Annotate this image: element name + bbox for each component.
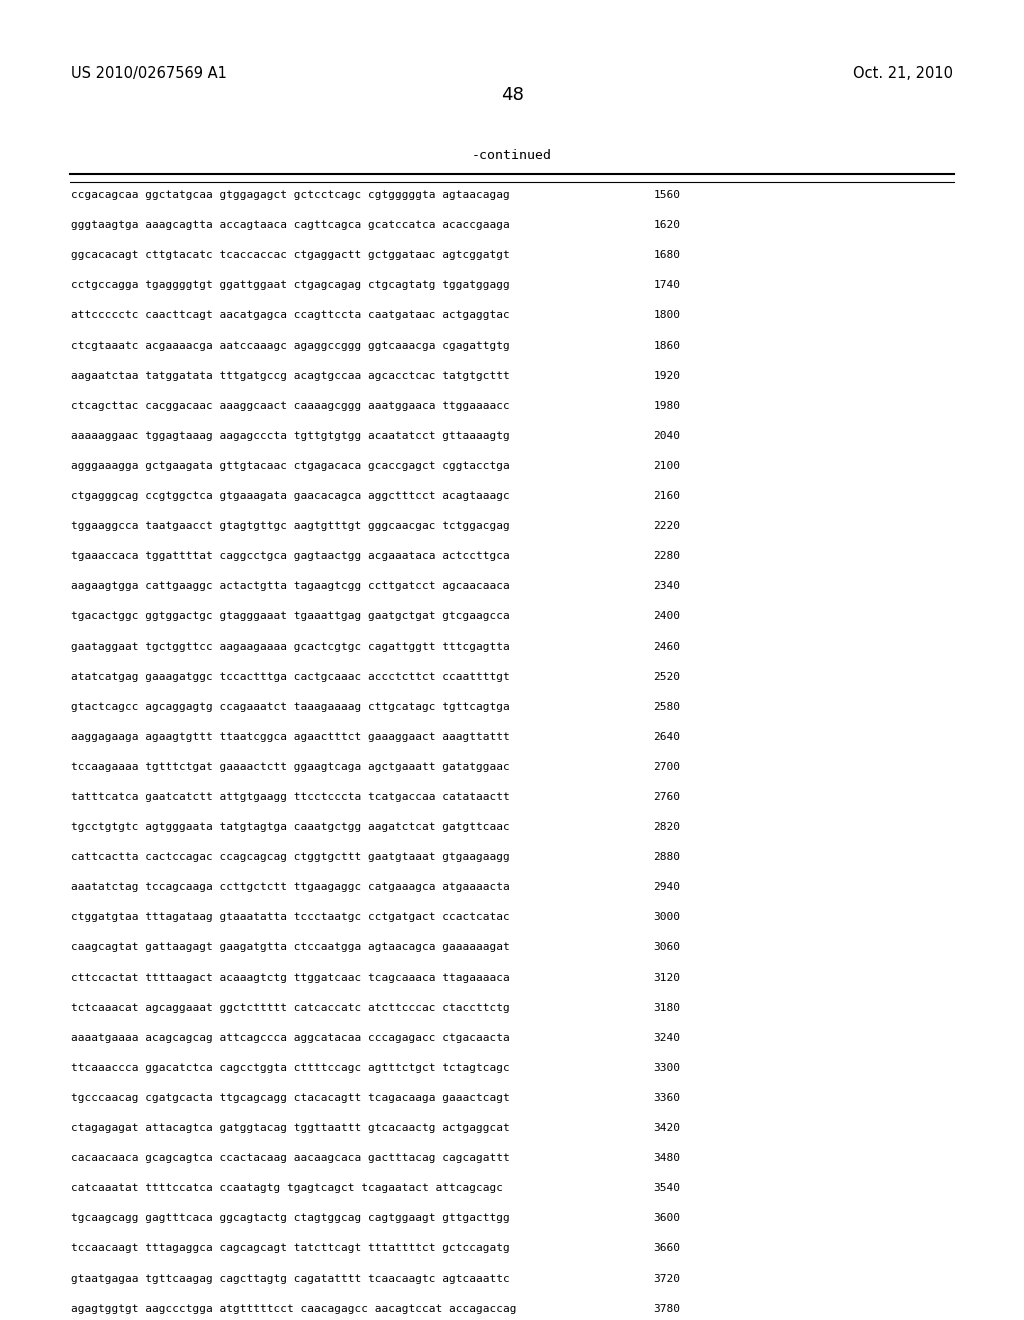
Text: 1860: 1860 <box>653 341 680 351</box>
Text: tgacactggc ggtggactgc gtagggaaat tgaaattgag gaatgctgat gtcgaagcca: tgacactggc ggtggactgc gtagggaaat tgaaatt… <box>71 611 509 622</box>
Text: ctagagagat attacagtca gatggtacag tggttaattt gtcacaactg actgaggcat: ctagagagat attacagtca gatggtacag tggttaa… <box>71 1123 509 1133</box>
Text: aaaaaggaac tggagtaaag aagagcccta tgttgtgtgg acaatatcct gttaaaagtg: aaaaaggaac tggagtaaag aagagcccta tgttgtg… <box>71 430 509 441</box>
Text: 3540: 3540 <box>653 1183 680 1193</box>
Text: 3120: 3120 <box>653 973 680 982</box>
Text: cttccactat ttttaagact acaaagtctg ttggatcaac tcagcaaaca ttagaaaaca: cttccactat ttttaagact acaaagtctg ttggatc… <box>71 973 509 982</box>
Text: ctcagcttac cacggacaac aaaggcaact caaaagcggg aaatggaaca ttggaaaacc: ctcagcttac cacggacaac aaaggcaact caaaagc… <box>71 401 509 411</box>
Text: 2760: 2760 <box>653 792 680 803</box>
Text: 1980: 1980 <box>653 401 680 411</box>
Text: gtactcagcc agcaggagtg ccagaaatct taaagaaaag cttgcatagc tgttcagtga: gtactcagcc agcaggagtg ccagaaatct taaagaa… <box>71 702 509 711</box>
Text: 2820: 2820 <box>653 822 680 832</box>
Text: attccccctc caacttcagt aacatgagca ccagttccta caatgataac actgaggtac: attccccctc caacttcagt aacatgagca ccagttc… <box>71 310 509 321</box>
Text: ttcaaaccca ggacatctca cagcctggta cttttccagc agtttctgct tctagtcagc: ttcaaaccca ggacatctca cagcctggta cttttcc… <box>71 1063 509 1073</box>
Text: 2220: 2220 <box>653 521 680 531</box>
Text: gtaatgagaa tgttcaagag cagcttagtg cagatatttt tcaacaagtc agtcaaattc: gtaatgagaa tgttcaagag cagcttagtg cagatat… <box>71 1274 509 1283</box>
Text: 2340: 2340 <box>653 581 680 591</box>
Text: 2520: 2520 <box>653 672 680 681</box>
Text: cacaacaaca gcagcagtca ccactacaag aacaagcaca gactttacag cagcagattt: cacaacaaca gcagcagtca ccactacaag aacaagc… <box>71 1154 509 1163</box>
Text: 2880: 2880 <box>653 853 680 862</box>
Text: 3780: 3780 <box>653 1304 680 1313</box>
Text: tctcaaacat agcaggaaat ggctcttttt catcaccatc atcttcccac ctaccttctg: tctcaaacat agcaggaaat ggctcttttt catcacc… <box>71 1003 509 1012</box>
Text: gggtaagtga aaagcagtta accagtaaca cagttcagca gcatccatca acaccgaaga: gggtaagtga aaagcagtta accagtaaca cagttca… <box>71 220 509 230</box>
Text: aagaatctaa tatggatata tttgatgccg acagtgccaa agcacctcac tatgtgcttt: aagaatctaa tatggatata tttgatgccg acagtgc… <box>71 371 509 380</box>
Text: ctggatgtaa tttagataag gtaaatatta tccctaatgc cctgatgact ccactcatac: ctggatgtaa tttagataag gtaaatatta tccctaa… <box>71 912 509 923</box>
Text: 3480: 3480 <box>653 1154 680 1163</box>
Text: 2040: 2040 <box>653 430 680 441</box>
Text: -continued: -continued <box>472 149 552 162</box>
Text: caagcagtat gattaagagt gaagatgtta ctccaatgga agtaacagca gaaaaaagat: caagcagtat gattaagagt gaagatgtta ctccaat… <box>71 942 509 953</box>
Text: tgcctgtgtc agtgggaata tatgtagtga caaatgctgg aagatctcat gatgttcaac: tgcctgtgtc agtgggaata tatgtagtga caaatgc… <box>71 822 509 832</box>
Text: 1680: 1680 <box>653 251 680 260</box>
Text: tccaagaaaa tgtttctgat gaaaactctt ggaagtcaga agctgaaatt gatatggaac: tccaagaaaa tgtttctgat gaaaactctt ggaagtc… <box>71 762 509 772</box>
Text: 2640: 2640 <box>653 731 680 742</box>
Text: 1920: 1920 <box>653 371 680 380</box>
Text: aaggagaaga agaagtgttt ttaatcggca agaactttct gaaaggaact aaagttattt: aaggagaaga agaagtgttt ttaatcggca agaactt… <box>71 731 509 742</box>
Text: US 2010/0267569 A1: US 2010/0267569 A1 <box>71 66 226 82</box>
Text: 3060: 3060 <box>653 942 680 953</box>
Text: 2460: 2460 <box>653 642 680 652</box>
Text: 3240: 3240 <box>653 1032 680 1043</box>
Text: 1560: 1560 <box>653 190 680 201</box>
Text: gaataggaat tgctggttcc aagaagaaaa gcactcgtgc cagattggtt tttcgagtta: gaataggaat tgctggttcc aagaagaaaa gcactcg… <box>71 642 509 652</box>
Text: tatttcatca gaatcatctt attgtgaagg ttcctcccta tcatgaccaa catataactt: tatttcatca gaatcatctt attgtgaagg ttcctcc… <box>71 792 509 803</box>
Text: 3420: 3420 <box>653 1123 680 1133</box>
Text: tgcccaacag cgatgcacta ttgcagcagg ctacacagtt tcagacaaga gaaactcagt: tgcccaacag cgatgcacta ttgcagcagg ctacaca… <box>71 1093 509 1104</box>
Text: 2400: 2400 <box>653 611 680 622</box>
Text: 2580: 2580 <box>653 702 680 711</box>
Text: 3660: 3660 <box>653 1243 680 1254</box>
Text: 3600: 3600 <box>653 1213 680 1224</box>
Text: 2280: 2280 <box>653 552 680 561</box>
Text: tgaaaccaca tggattttat caggcctgca gagtaactgg acgaaataca actccttgca: tgaaaccaca tggattttat caggcctgca gagtaac… <box>71 552 509 561</box>
Text: 3720: 3720 <box>653 1274 680 1283</box>
Text: tccaacaagt tttagaggca cagcagcagt tatcttcagt tttattttct gctccagatg: tccaacaagt tttagaggca cagcagcagt tatcttc… <box>71 1243 509 1254</box>
Text: aaatatctag tccagcaaga ccttgctctt ttgaagaggc catgaaagca atgaaaacta: aaatatctag tccagcaaga ccttgctctt ttgaaga… <box>71 882 509 892</box>
Text: ggcacacagt cttgtacatc tcaccaccac ctgaggactt gctggataac agtcggatgt: ggcacacagt cttgtacatc tcaccaccac ctgagga… <box>71 251 509 260</box>
Text: cattcactta cactccagac ccagcagcag ctggtgcttt gaatgtaaat gtgaagaagg: cattcactta cactccagac ccagcagcag ctggtgc… <box>71 853 509 862</box>
Text: atatcatgag gaaagatggc tccactttga cactgcaaac accctcttct ccaattttgt: atatcatgag gaaagatggc tccactttga cactgca… <box>71 672 509 681</box>
Text: ctcgtaaatc acgaaaacga aatccaaagc agaggccggg ggtcaaacga cgagattgtg: ctcgtaaatc acgaaaacga aatccaaagc agaggcc… <box>71 341 509 351</box>
Text: 1800: 1800 <box>653 310 680 321</box>
Text: aagaagtgga cattgaaggc actactgtta tagaagtcgg ccttgatcct agcaacaaca: aagaagtgga cattgaaggc actactgtta tagaagt… <box>71 581 509 591</box>
Text: 1740: 1740 <box>653 280 680 290</box>
Text: ctgagggcag ccgtggctca gtgaaagata gaacacagca aggctttcct acagtaaagc: ctgagggcag ccgtggctca gtgaaagata gaacaca… <box>71 491 509 502</box>
Text: 2940: 2940 <box>653 882 680 892</box>
Text: agagtggtgt aagccctgga atgtttttcct caacagagcc aacagtccat accagaccag: agagtggtgt aagccctgga atgtttttcct caacag… <box>71 1304 516 1313</box>
Text: cctgccagga tgaggggtgt ggattggaat ctgagcagag ctgcagtatg tggatggagg: cctgccagga tgaggggtgt ggattggaat ctgagca… <box>71 280 509 290</box>
Text: 2160: 2160 <box>653 491 680 502</box>
Text: ccgacagcaa ggctatgcaa gtggagagct gctcctcagc cgtgggggta agtaacagag: ccgacagcaa ggctatgcaa gtggagagct gctcctc… <box>71 190 509 201</box>
Text: tgcaagcagg gagtttcaca ggcagtactg ctagtggcag cagtggaagt gttgacttgg: tgcaagcagg gagtttcaca ggcagtactg ctagtgg… <box>71 1213 509 1224</box>
Text: 3000: 3000 <box>653 912 680 923</box>
Text: 2100: 2100 <box>653 461 680 471</box>
Text: catcaaatat ttttccatca ccaatagtg tgagtcagct tcagaatact attcagcagc: catcaaatat ttttccatca ccaatagtg tgagtcag… <box>71 1183 503 1193</box>
Text: aaaatgaaaa acagcagcag attcagccca aggcatacaa cccagagacc ctgacaacta: aaaatgaaaa acagcagcag attcagccca aggcata… <box>71 1032 509 1043</box>
Text: 1620: 1620 <box>653 220 680 230</box>
Text: agggaaagga gctgaagata gttgtacaac ctgagacaca gcaccgagct cggtacctga: agggaaagga gctgaagata gttgtacaac ctgagac… <box>71 461 509 471</box>
Text: 48: 48 <box>501 86 523 104</box>
Text: 2700: 2700 <box>653 762 680 772</box>
Text: tggaaggcca taatgaacct gtagtgttgc aagtgtttgt gggcaacgac tctggacgag: tggaaggcca taatgaacct gtagtgttgc aagtgtt… <box>71 521 509 531</box>
Text: 3180: 3180 <box>653 1003 680 1012</box>
Text: 3360: 3360 <box>653 1093 680 1104</box>
Text: Oct. 21, 2010: Oct. 21, 2010 <box>853 66 953 82</box>
Text: 3300: 3300 <box>653 1063 680 1073</box>
